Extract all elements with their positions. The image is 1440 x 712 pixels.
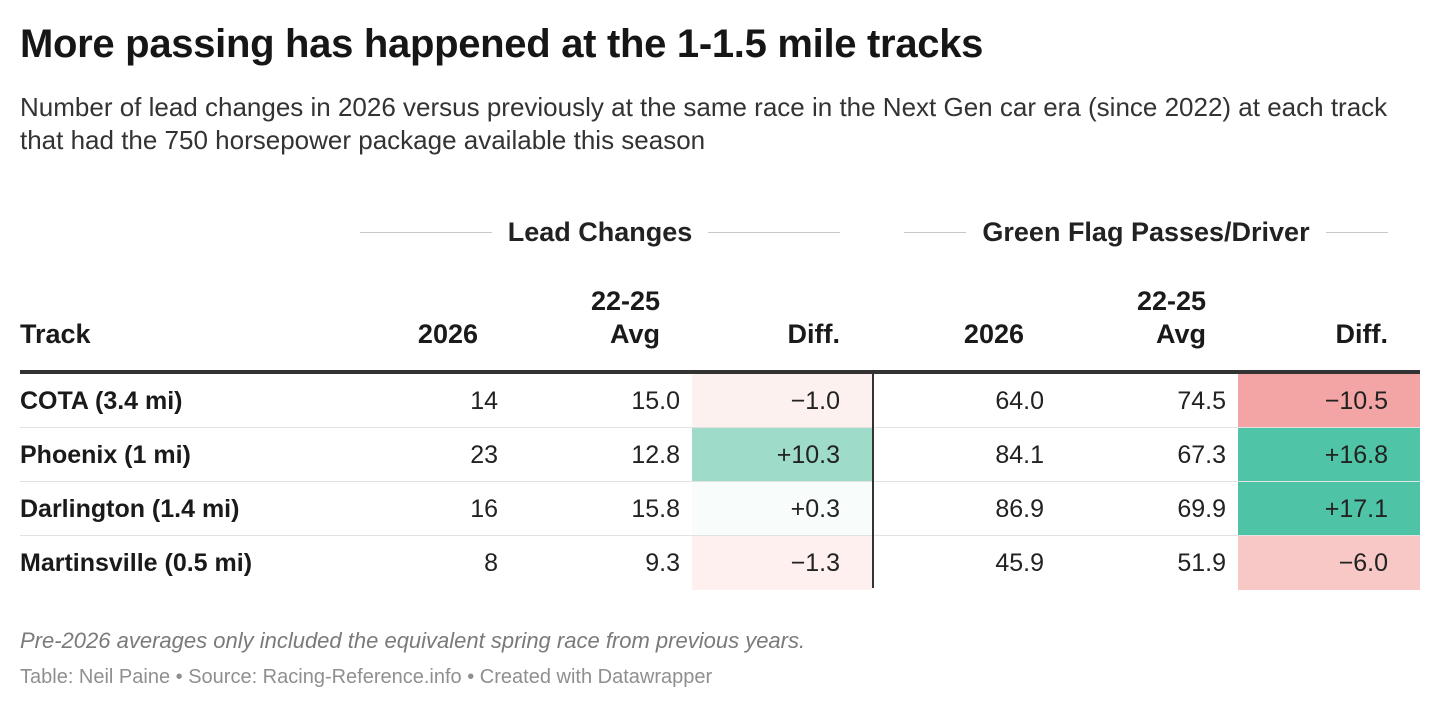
gfp-2026-cell: 86.9 — [995, 495, 1044, 523]
header-lc-avg-line1: 22-25 — [590, 286, 660, 316]
header-lc-2026: 2026 — [417, 319, 478, 349]
header-rule — [20, 370, 1420, 374]
column-group-lead-changes: Lead Changes — [360, 214, 841, 250]
header-gfp-2026: 2026 — [963, 319, 1024, 349]
track-cell: Phoenix (1 mi) — [20, 441, 191, 469]
track-cell: Darlington (1.4 mi) — [20, 495, 240, 523]
header-gfp-diff: Diff. — [1335, 319, 1388, 349]
lc-avg-cell: 15.0 — [631, 387, 680, 415]
gfp-diff-cell: −6.0 — [1238, 536, 1420, 590]
gfp-avg-cell: 69.9 — [1177, 495, 1226, 523]
gfp-diff-cell: +17.1 — [1238, 482, 1420, 536]
column-group-label: Lead Changes — [507, 216, 693, 247]
row-separator — [20, 535, 1420, 536]
header-gfp-avg-line2: Avg — [1155, 319, 1206, 349]
header-track: Track — [20, 319, 91, 349]
lc-2026-cell: 23 — [470, 441, 498, 469]
credits: Table: Neil Paine • Source: Racing-Refer… — [20, 666, 713, 688]
gfp-2026-cell: 84.1 — [995, 441, 1044, 469]
column-group-label: Green Flag Passes/Driver — [982, 216, 1310, 247]
lc-diff-cell: −1.0 — [692, 374, 872, 428]
row-separator — [20, 427, 1420, 428]
lc-2026-cell: 16 — [470, 495, 498, 523]
table-row: Phoenix (1 mi) 23 12.8 +10.3 84.1 67.3 +16.8 — [20, 428, 1420, 482]
footnote: Pre-2026 averages only included the equi… — [20, 628, 806, 653]
track-cell: COTA (3.4 mi) — [20, 387, 183, 415]
chart-subtitle: Number of lead changes in 2026 versus pr… — [20, 92, 1388, 155]
table-row: Darlington (1.4 mi) 16 15.8 +0.3 86.9 69.9 +17… — [20, 482, 1420, 536]
gfp-2026-cell: 64.0 — [995, 387, 1044, 415]
track-cell: Martinsville (0.5 mi) — [20, 549, 253, 577]
lc-avg-cell: 15.8 — [631, 495, 680, 523]
gfp-avg-cell: 51.9 — [1177, 549, 1226, 577]
lc-2026-cell: 8 — [484, 549, 498, 577]
chart-title: More passing has happened at the 1-1.5 m… — [20, 22, 984, 66]
lc-diff-cell: +10.3 — [692, 428, 872, 482]
gfp-diff-cell: +16.8 — [1238, 428, 1420, 482]
column-group-green-flag-passes: Green Flag Passes/Driver — [904, 214, 1388, 250]
column-group-divider — [872, 374, 874, 588]
group-rule-right — [1325, 231, 1388, 233]
lc-diff-cell: −1.3 — [692, 536, 872, 590]
table-row: Martinsville (0.5 mi) 8 9.3 −1.3 45.9 51.9 −6.… — [20, 536, 1420, 590]
gfp-2026-cell: 45.9 — [995, 549, 1044, 577]
row-separator — [20, 481, 1420, 482]
header-lc-avg-line2: Avg — [609, 319, 660, 349]
gfp-avg-cell: 67.3 — [1177, 441, 1226, 469]
group-rule-left — [360, 231, 492, 233]
header-lc-diff: Diff. — [787, 319, 840, 349]
table-row: COTA (3.4 mi) 14 15.0 −1.0 64.0 74.5 −10.5 — [20, 374, 1420, 428]
header-gfp-avg-line1: 22-25 — [1136, 286, 1206, 316]
group-rule-right — [708, 231, 841, 233]
lc-avg-cell: 12.8 — [631, 441, 680, 469]
lc-avg-cell: 9.3 — [645, 549, 680, 577]
gfp-diff-cell: −10.5 — [1238, 374, 1420, 428]
lc-diff-cell: +0.3 — [692, 482, 872, 536]
lc-2026-cell: 14 — [470, 387, 498, 415]
group-rule-left — [904, 231, 967, 233]
gfp-avg-cell: 74.5 — [1177, 387, 1226, 415]
